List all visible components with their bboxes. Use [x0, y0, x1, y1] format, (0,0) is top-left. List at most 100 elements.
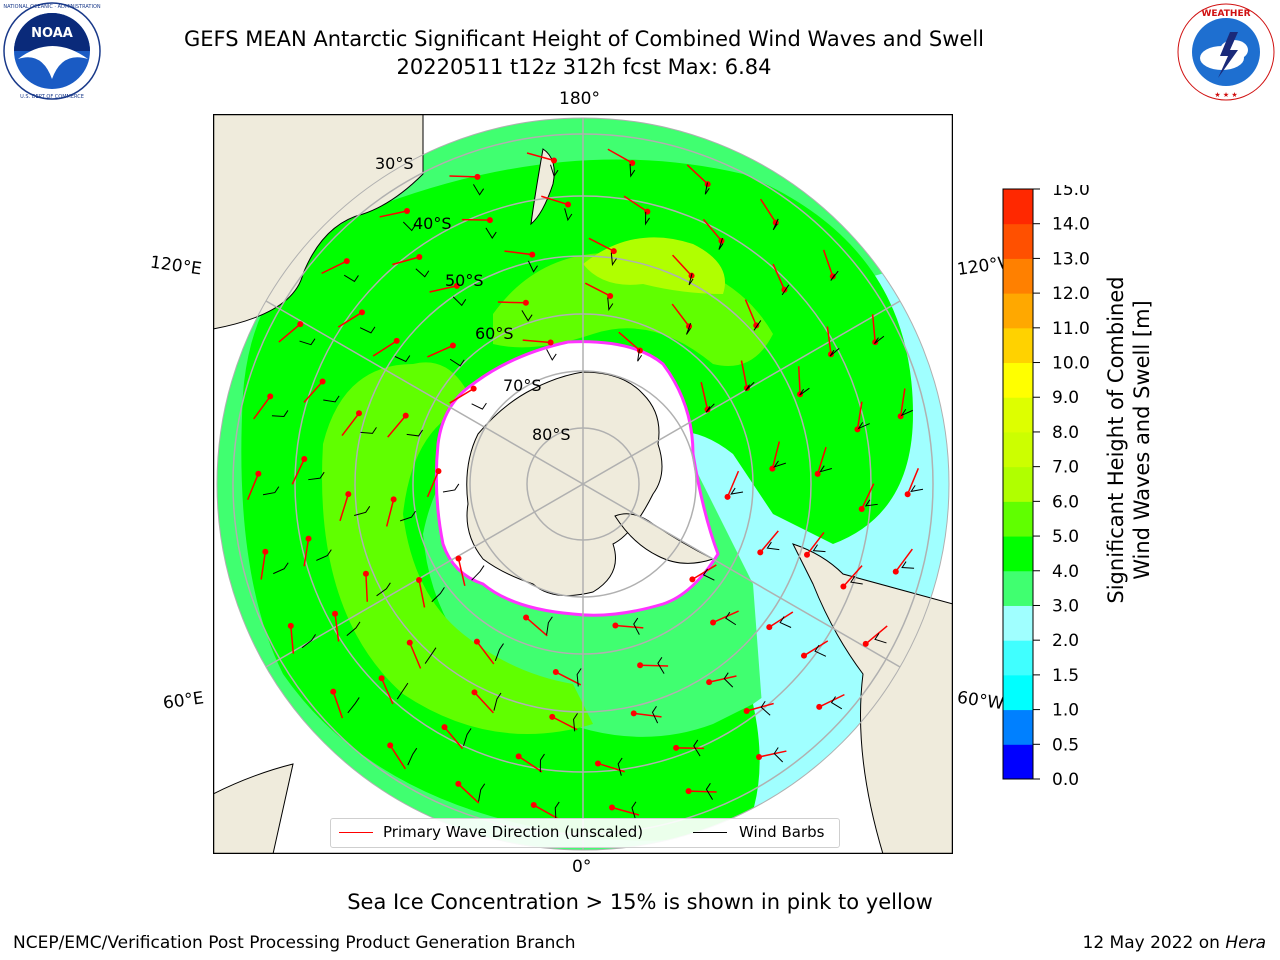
wave-arrow — [746, 702, 774, 712]
wave-arrow-head — [393, 337, 400, 344]
polar-wave-map: 30°S 40°S 50°S 60°S 70°S 80°S — [213, 114, 953, 854]
colorbar-cell — [1003, 397, 1033, 433]
svg-text:WEATHER: WEATHER — [1201, 9, 1250, 19]
wind-barb — [723, 672, 734, 688]
wave-arrow — [708, 675, 737, 683]
colorbar-cell — [1003, 293, 1033, 329]
wave-arrow-head — [486, 217, 493, 224]
noaa-logo: NOAA NATIONAL OCEANIC · ADMINISTRATION U… — [3, 2, 101, 100]
wave-arrow-head — [403, 208, 410, 215]
wave-arrow-head — [522, 299, 529, 306]
wave-arrow — [672, 254, 693, 277]
wind-barb — [607, 297, 614, 311]
wave-arrow — [533, 804, 559, 820]
wind-barb — [415, 268, 430, 278]
wind-barb — [633, 617, 640, 635]
wind-barb — [730, 487, 744, 495]
wave-arrow — [291, 458, 305, 485]
wave-arrow — [260, 551, 267, 580]
wave-arrow — [806, 532, 825, 556]
wave-arrow-head — [706, 679, 713, 686]
wind-barb — [394, 355, 411, 363]
sea-ice-caption: Sea Ice Concentration > 15% is shown in … — [347, 890, 933, 914]
colorbar-cell — [1003, 744, 1033, 780]
wave-arrow-head — [441, 724, 448, 731]
wind-barb — [471, 402, 487, 410]
wind-barb — [316, 549, 332, 561]
wave-arrow — [906, 468, 920, 495]
wind-barb — [576, 668, 582, 687]
wave-arrow — [392, 256, 420, 266]
wind-barb — [766, 541, 780, 551]
wave-arrow-head — [547, 339, 554, 346]
wind-barb — [812, 544, 826, 553]
wave-arrow — [457, 558, 466, 586]
wind-barb — [705, 783, 714, 800]
wave-arrow — [842, 565, 863, 587]
wind-barb — [471, 565, 485, 581]
lat-label-80s: 80°S — [532, 425, 571, 444]
wind-barb — [781, 284, 790, 296]
wave-arrow-head — [629, 159, 636, 166]
wave-arrow — [551, 716, 578, 731]
wind-barb — [657, 657, 665, 674]
wave-arrow — [337, 311, 363, 328]
wave-arrow-head — [530, 802, 537, 809]
wave-arrow — [611, 806, 640, 816]
lat-label-40s: 40°S — [413, 214, 452, 233]
wind-barb — [539, 753, 545, 773]
wave-arrow — [861, 483, 875, 510]
lon-label-60w: 60°W — [955, 687, 1006, 715]
wave-arrow-head — [416, 254, 423, 261]
wind-barb — [399, 510, 416, 522]
wind-barb — [864, 499, 878, 507]
wave-arrow — [688, 790, 717, 793]
svg-text:NATIONAL OCEANIC · ADMINISTRAT: NATIONAL OCEANIC · ADMINISTRATION — [3, 4, 101, 10]
colorbar-tick-label: 9.0 — [1052, 388, 1079, 408]
wind-barb — [376, 582, 391, 597]
wind-barb — [359, 326, 376, 334]
wave-arrow — [772, 263, 786, 290]
wind-barb — [704, 182, 710, 195]
lon-label-180: 180° — [559, 89, 600, 109]
lon-label-0: 0° — [572, 857, 592, 877]
colorbar-tick-label: 11.0 — [1052, 319, 1090, 339]
wave-arrow — [856, 401, 863, 430]
wind-barb — [631, 801, 637, 820]
wind-barb — [527, 260, 538, 273]
wind-barb — [299, 338, 316, 346]
wave-arrow — [541, 195, 569, 206]
colorbar-cell — [1003, 431, 1033, 468]
wave-arrow-head — [743, 707, 750, 714]
wave-arrow — [726, 470, 740, 498]
wave-arrow-head — [552, 669, 559, 676]
wave-arrow — [816, 446, 827, 475]
lat-label-60s: 60°S — [475, 324, 514, 343]
colorbar-cell — [1003, 640, 1033, 676]
wave-arrow-head — [637, 662, 644, 669]
wave-arrow — [584, 282, 611, 297]
wave-arrow — [380, 678, 394, 705]
wave-arrow-head — [387, 742, 394, 749]
wind-barb — [323, 395, 340, 403]
wave-arrow — [702, 218, 723, 242]
wave-arrow-head — [804, 551, 811, 558]
colorbar-cell — [1003, 536, 1033, 572]
wave-arrow — [525, 616, 548, 637]
wave-arrow — [426, 470, 440, 498]
svg-text:★ ★ ★: ★ ★ ★ — [1214, 91, 1237, 99]
wind-barb — [773, 747, 784, 763]
wave-arrow — [372, 340, 398, 357]
wave-arrow-head — [330, 688, 337, 695]
wave-arrow-swatch — [339, 832, 373, 833]
wave-arrow — [290, 625, 295, 654]
wave-arrow-head — [416, 576, 423, 583]
legend-barb-label: Wind Barbs — [739, 823, 825, 841]
wave-arrow-head — [609, 804, 616, 811]
wave-arrow — [253, 395, 271, 420]
wave-arrow — [555, 671, 582, 686]
wave-arrow — [321, 260, 348, 275]
colorbar-tick-label: 4.0 — [1052, 562, 1079, 582]
wave-arrow — [588, 237, 615, 252]
chart-subtitle: 20220511 t12z 312h fcst Max: 6.84 — [396, 55, 772, 79]
